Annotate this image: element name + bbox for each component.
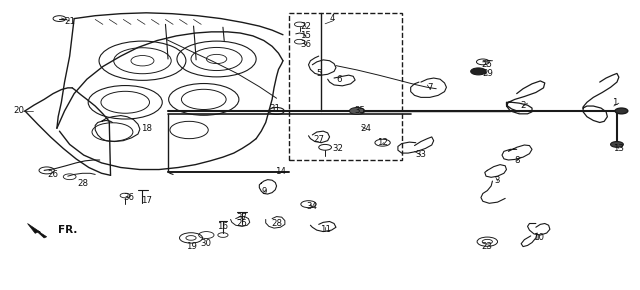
Text: 17: 17 — [141, 196, 152, 205]
Text: 33: 33 — [415, 150, 426, 159]
Text: 32: 32 — [332, 144, 344, 153]
Text: 36: 36 — [300, 40, 312, 49]
Text: 4: 4 — [330, 14, 335, 23]
Text: 3: 3 — [495, 176, 500, 185]
Text: 23: 23 — [482, 242, 493, 251]
Text: 28: 28 — [77, 179, 88, 188]
Text: 25: 25 — [237, 219, 248, 228]
Text: 13: 13 — [613, 144, 625, 153]
Text: 21: 21 — [64, 17, 75, 26]
Text: FR.: FR. — [58, 225, 77, 235]
Circle shape — [349, 108, 365, 115]
Text: 2: 2 — [520, 101, 526, 110]
Text: 28: 28 — [271, 219, 282, 228]
Text: 24: 24 — [360, 124, 371, 133]
Text: 31: 31 — [270, 104, 281, 113]
Text: 6: 6 — [337, 75, 342, 84]
Text: 30: 30 — [201, 239, 212, 248]
Text: 11: 11 — [319, 225, 331, 234]
Text: 20: 20 — [13, 106, 24, 115]
Text: 25: 25 — [482, 60, 493, 69]
Text: 37: 37 — [237, 213, 248, 222]
Circle shape — [611, 142, 623, 147]
Bar — [289, 13, 402, 160]
Text: 34: 34 — [307, 202, 318, 211]
Polygon shape — [28, 224, 47, 238]
Text: 35: 35 — [354, 106, 365, 115]
Text: 12: 12 — [377, 138, 388, 147]
Text: 19: 19 — [186, 242, 196, 251]
Text: 36: 36 — [123, 193, 134, 202]
Circle shape — [470, 68, 486, 75]
Text: 9: 9 — [261, 187, 266, 196]
Text: 16: 16 — [218, 222, 228, 231]
Text: 8: 8 — [514, 155, 520, 164]
Text: 26: 26 — [47, 170, 59, 179]
Text: 29: 29 — [482, 69, 493, 78]
Text: 10: 10 — [533, 233, 544, 242]
Text: 18: 18 — [141, 124, 152, 133]
Text: 14: 14 — [275, 167, 286, 176]
Circle shape — [615, 108, 628, 114]
Text: 5: 5 — [316, 69, 321, 78]
Text: 1: 1 — [612, 98, 618, 107]
Text: 22: 22 — [300, 21, 312, 30]
Text: 7: 7 — [427, 83, 433, 92]
Text: 15: 15 — [300, 31, 312, 40]
Text: 27: 27 — [313, 135, 324, 144]
